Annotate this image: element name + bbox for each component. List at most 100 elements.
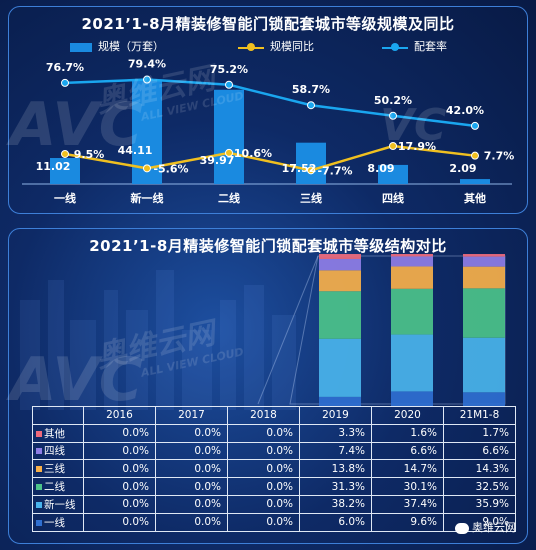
table-cell: 31.3% <box>299 477 372 496</box>
stacked-segment <box>391 391 433 406</box>
chart-panel-top <box>8 6 528 214</box>
bar-value-label: 44.11 <box>118 144 153 157</box>
stacked-segment <box>319 338 361 397</box>
table-corner-cell <box>32 406 84 425</box>
table-cell: 0.0% <box>155 494 228 514</box>
growth-point <box>61 149 69 158</box>
legend-swatch <box>36 466 42 473</box>
bar <box>214 89 244 184</box>
table-cell: 0.0% <box>227 423 300 443</box>
x-tick-label: 二线 <box>218 191 240 205</box>
wechat-badge: 奥维云网 <box>455 519 516 535</box>
table-row: 其他 0.0% 0.0% 0.0% 3.3% 1.6% 1.7% <box>32 423 516 443</box>
column-header: 2018 <box>227 406 300 425</box>
row-label-cell: 四线 <box>32 441 84 461</box>
growth-value-label: 17.9% <box>398 140 436 153</box>
column-header: 2017 <box>155 406 228 425</box>
table-cell: 0.0% <box>83 477 156 496</box>
bar-value-label: 8.09 <box>367 162 394 175</box>
rate-point <box>389 111 397 120</box>
row-label-cell: 三线 <box>32 459 84 479</box>
growth-point <box>389 141 397 150</box>
x-tick-label: 新一线 <box>131 191 164 205</box>
stacked-segment <box>391 256 433 267</box>
rate-point <box>307 101 315 110</box>
table-row: 四线 0.0% 0.0% 0.0% 7.4% 6.6% 6.6% <box>32 441 516 461</box>
chart-title-top: 2021’1-8月精装修智能门锁配套城市等级规模及同比 <box>81 15 455 33</box>
bar <box>378 164 408 184</box>
stacked-segment <box>463 288 505 338</box>
table-cell: 0.0% <box>83 459 156 479</box>
table-cell: 0.0% <box>155 441 228 461</box>
wechat-icon <box>455 522 469 534</box>
legend-swatch <box>36 519 42 526</box>
bar-value-label: 17.52 <box>282 162 317 175</box>
rate-point <box>225 80 233 89</box>
combo-chart: 11.02 44.11 39.97 17.52 8.09 2.09 76.7% 79.4% 75… <box>22 58 515 205</box>
rate-value-label: 76.7% <box>46 61 84 74</box>
table-row: 二线 0.0% 0.0% 0.0% 31.3% 30.1% 32.5% <box>32 477 516 496</box>
stacked-segment <box>463 256 505 267</box>
growth-point <box>307 166 315 175</box>
growth-value-label: -5.6% <box>153 162 188 175</box>
row-label-cell: 二线 <box>32 477 84 496</box>
row-label: 一线 <box>44 516 65 529</box>
table-cell: 0.0% <box>227 441 300 461</box>
stacked-segment <box>463 254 505 257</box>
row-label: 二线 <box>44 481 65 494</box>
chart-panel-bottom <box>8 228 528 544</box>
x-tick-label: 三线 <box>300 191 322 205</box>
rate-value-label: 79.4% <box>128 58 166 71</box>
x-tick-label: 一线 <box>54 191 76 205</box>
table-cell: 0.0% <box>227 494 300 514</box>
table-cell: 3.3% <box>299 423 372 443</box>
growth-line <box>64 144 476 172</box>
table-row: 新一线 0.0% 0.0% 0.0% 38.2% 37.4% 35.9% <box>32 494 516 514</box>
legend-bar-swatch <box>70 42 92 52</box>
x-tick-label: 四线 <box>382 191 404 205</box>
stacked-segment <box>391 334 433 392</box>
table-cell: 32.5% <box>443 477 516 496</box>
bar-value-label: 2.09 <box>449 162 476 175</box>
bar <box>50 158 80 184</box>
stacked-segment <box>391 266 433 289</box>
table-cell: 30.1% <box>371 477 444 496</box>
legend-growth-swatch <box>238 42 264 52</box>
growth-point <box>225 148 233 157</box>
rate-point <box>61 78 69 87</box>
row-label-cell: 新一线 <box>32 494 84 514</box>
table-cell: 0.0% <box>227 477 300 496</box>
rate-point <box>143 75 151 84</box>
table-cell: 7.4% <box>299 441 372 461</box>
table-cell: 6.6% <box>371 441 444 461</box>
rate-value-label: 75.2% <box>210 63 248 76</box>
stacked-segment <box>391 288 433 335</box>
growth-point <box>471 151 479 160</box>
table-cell: 9.6% <box>371 512 444 532</box>
table-cell: 14.3% <box>443 459 516 479</box>
legend-item-bars: 规模（万套） <box>70 38 164 54</box>
bar <box>460 179 490 184</box>
table-cell: 0.0% <box>83 441 156 461</box>
stacked-segment <box>463 266 505 289</box>
table-cell: 37.4% <box>371 494 444 514</box>
perspective-guide <box>257 255 319 405</box>
table-cell: 1.6% <box>371 423 444 443</box>
row-label-cell: 一线 <box>32 512 84 532</box>
table-row: 一线 0.0% 0.0% 0.0% 6.0% 9.6% 9.0% <box>32 512 516 532</box>
legend-label-rate: 配套率 <box>414 40 447 53</box>
table-cell: 13.8% <box>299 459 372 479</box>
table-row: 三线 0.0% 0.0% 0.0% 13.8% 14.7% 14.3% <box>32 459 516 479</box>
bar <box>296 142 326 184</box>
row-label: 其他 <box>44 427 65 440</box>
table-cell: 0.0% <box>83 423 156 443</box>
table-cell: 0.0% <box>227 512 300 532</box>
chart-title-bottom: 2021’1-8月精装修智能门锁配套城市等级结构对比 <box>89 237 447 255</box>
x-tick-label: 其他 <box>464 191 486 205</box>
legend-swatch <box>36 484 42 491</box>
stacked-segment <box>319 259 361 271</box>
table-cell: 0.0% <box>155 477 228 496</box>
growth-value-label: 7.7% <box>484 150 515 163</box>
